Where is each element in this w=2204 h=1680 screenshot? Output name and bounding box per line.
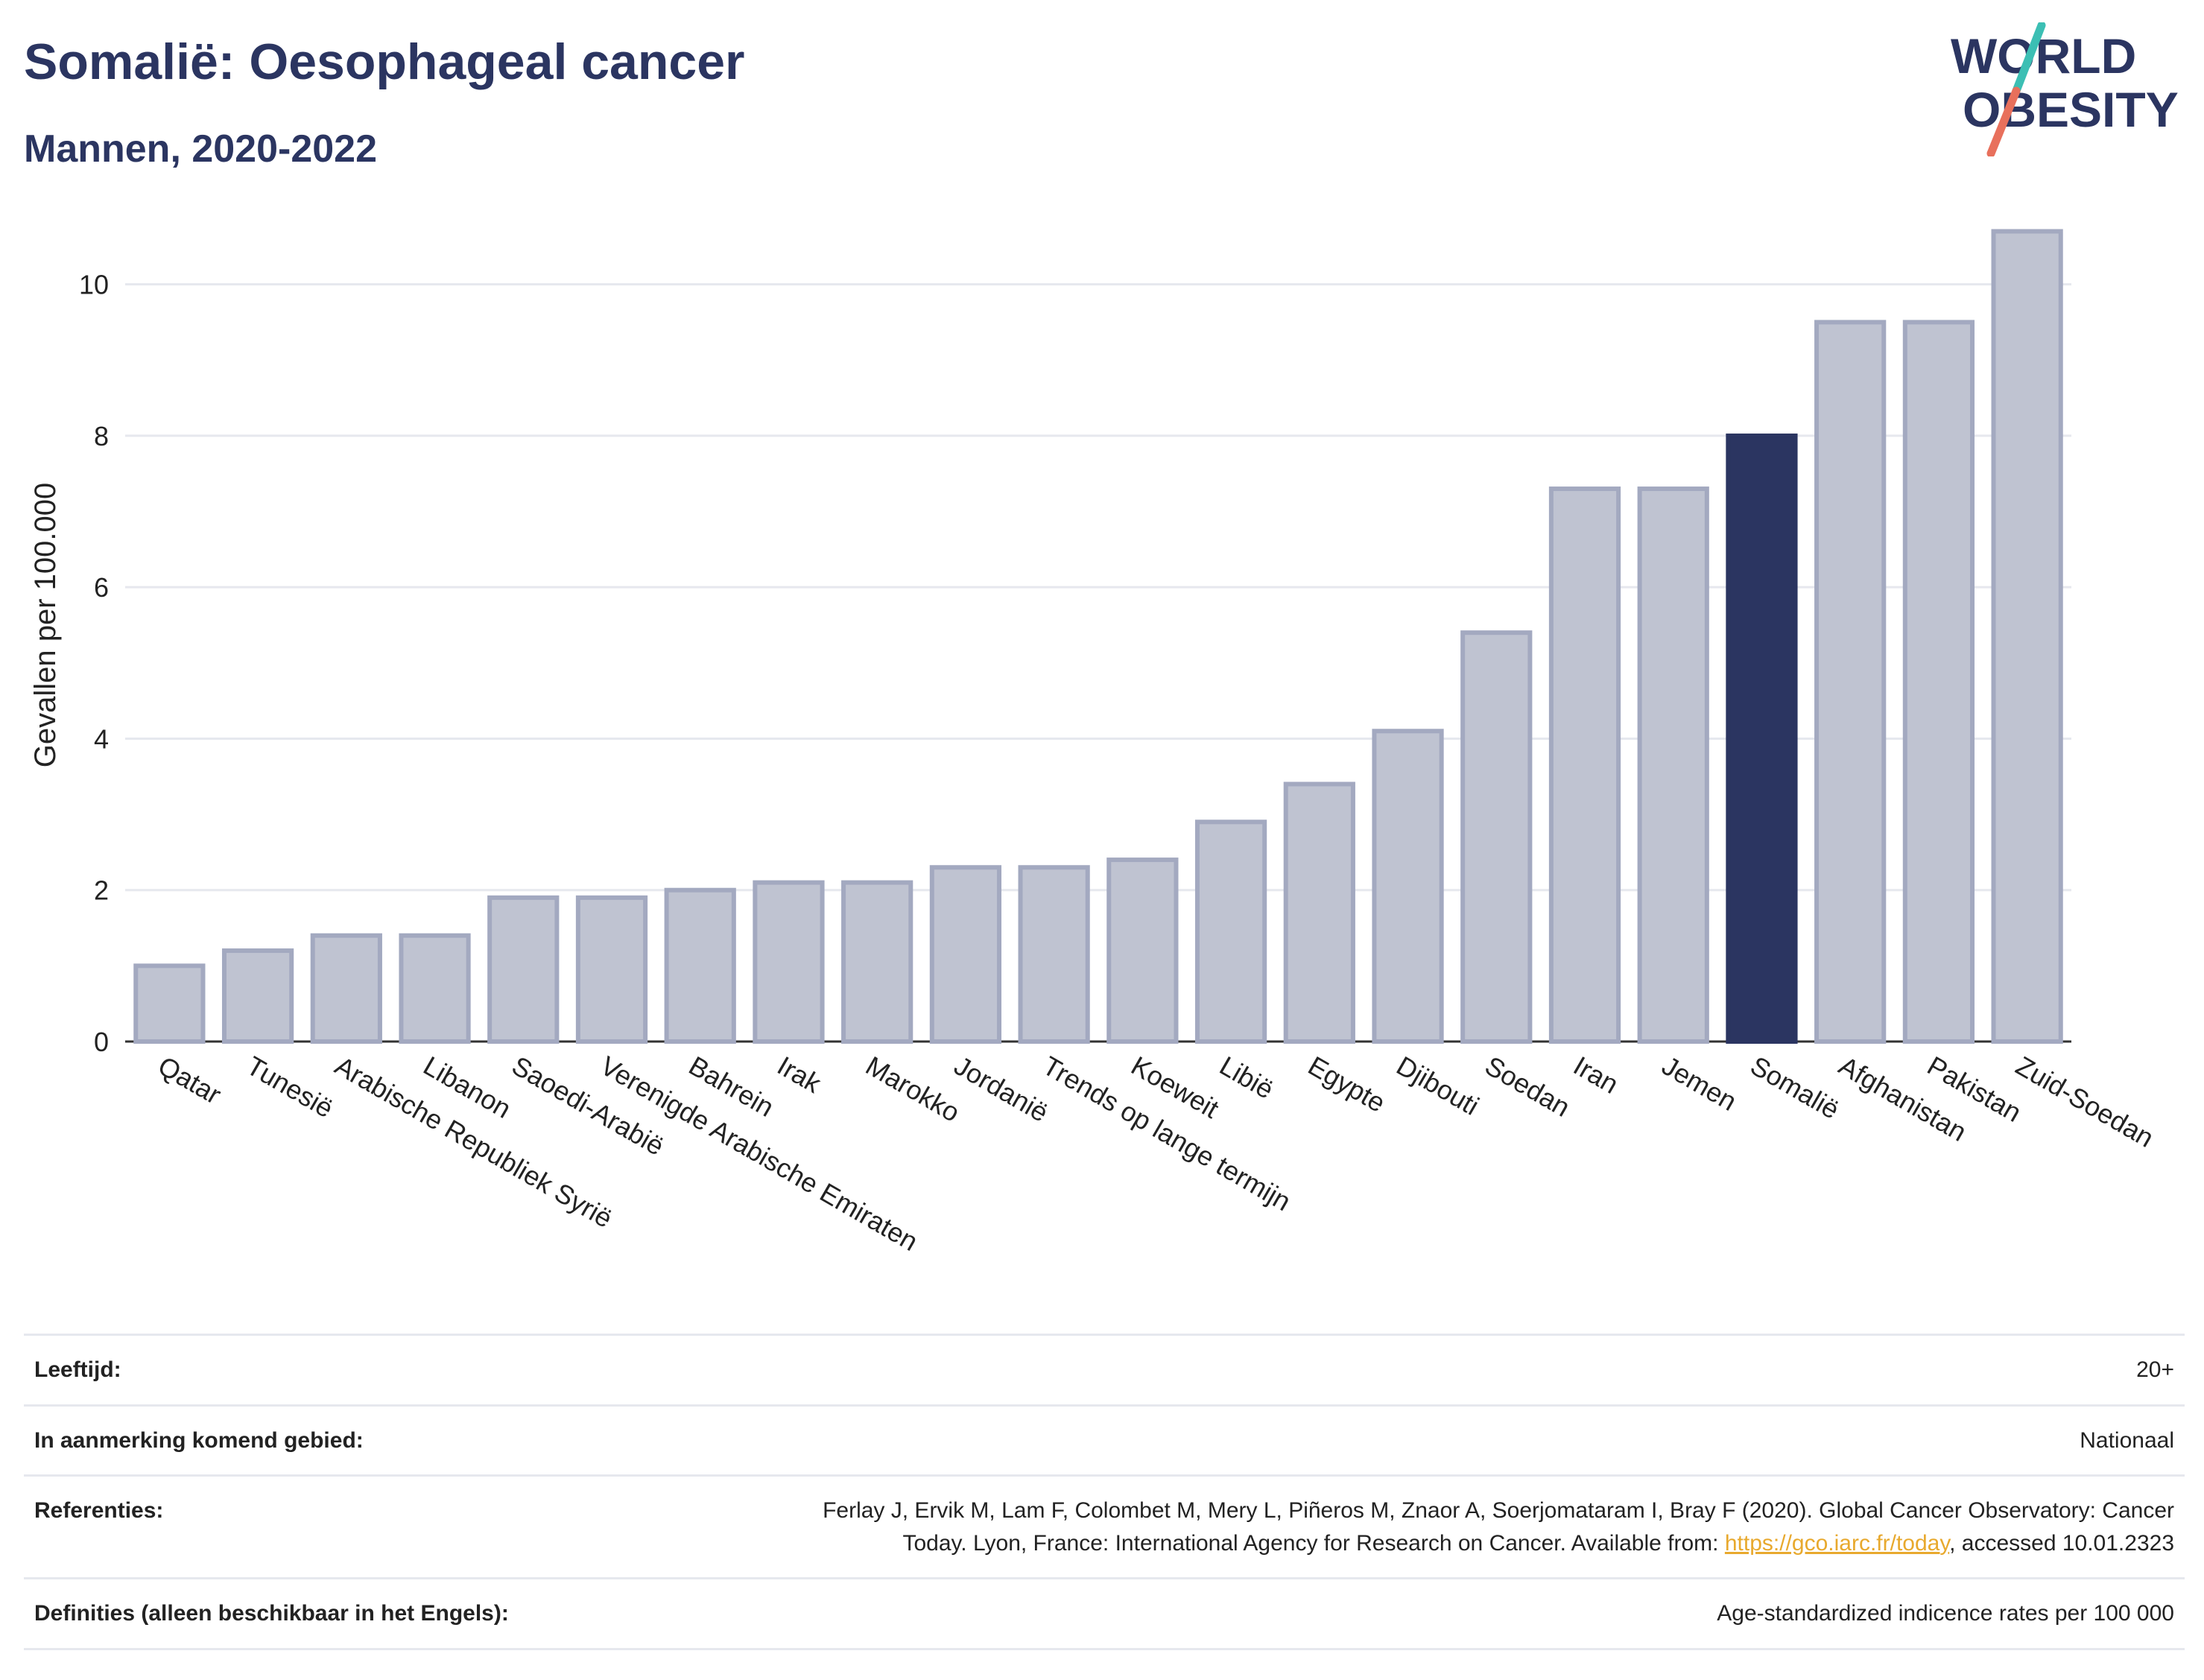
y-tick-label: 6 — [94, 572, 109, 603]
x-tick-label: Marokko — [861, 1050, 965, 1128]
bar — [133, 963, 206, 1045]
x-tick-label: Jordanië — [949, 1050, 1054, 1128]
meta-value-age: 20+ — [2136, 1357, 2174, 1382]
meta-row-definitions: Definities (alleen beschikbaar in het En… — [24, 1578, 2185, 1649]
bar — [1194, 820, 1267, 1044]
y-tick-label: 4 — [94, 723, 109, 754]
x-tick-label: Saoedi-Arabië — [507, 1050, 669, 1161]
logo-slash-coral — [1986, 86, 2021, 156]
y-axis-title: Gevallen per 100.000 — [29, 483, 62, 768]
bar — [221, 948, 294, 1045]
bar — [399, 933, 471, 1045]
reference-text-line1: Ferlay J, Ervik M, Lam F, Colombet M, Me… — [823, 1498, 2174, 1523]
bar — [929, 865, 1002, 1045]
reference-text-accessed: , accessed 10.01.2323 — [1949, 1530, 2174, 1556]
bar — [841, 880, 913, 1045]
x-tick-label: Zuid-Soedan — [2011, 1050, 2159, 1153]
meta-value-definitions: Age-standardized indicence rates per 100… — [1717, 1601, 2174, 1626]
x-tick-label: Qatar — [153, 1050, 226, 1110]
bar — [753, 880, 825, 1045]
x-tick-label: Djibouti — [1392, 1050, 1484, 1121]
bar — [1018, 865, 1090, 1045]
meta-row-references: Referenties: Ferlay J, Ervik M, Lam F, C… — [24, 1475, 2185, 1579]
logo-slash-teal — [2012, 22, 2046, 95]
y-tick-label: 8 — [94, 421, 109, 451]
bar — [310, 933, 382, 1045]
bar — [1460, 630, 1533, 1044]
meta-row-area: In aanmerking komend gebied: Nationaal — [24, 1405, 2185, 1476]
x-tick-label: Tunesië — [241, 1050, 338, 1123]
bar — [664, 887, 736, 1045]
meta-value-area: Nationaal — [2080, 1427, 2174, 1453]
y-tick-label: 10 — [79, 270, 109, 300]
bar — [1106, 858, 1179, 1045]
chart-subtitle: Mannen, 2020-2022 — [24, 127, 378, 171]
bar-highlight — [1726, 433, 1798, 1044]
bar — [487, 895, 560, 1045]
y-tick-label: 2 — [94, 875, 109, 906]
y-tick-label: 0 — [94, 1027, 109, 1057]
meta-row-age: Leeftijd: 20+ — [24, 1334, 2185, 1405]
x-tick-label: Libië — [1215, 1050, 1279, 1105]
x-tick-label: Soedan — [1480, 1050, 1575, 1123]
bar — [1637, 486, 1709, 1044]
bar — [1814, 320, 1887, 1045]
bar — [1283, 782, 1355, 1044]
chart-title: Somalië: Oesophageal cancer — [24, 34, 745, 90]
reference-link[interactable]: https://gco.iarc.fr/today — [1724, 1530, 1950, 1556]
x-tick-label: Jemen — [1657, 1050, 1742, 1117]
meta-value-references: Ferlay J, Ervik M, Lam F, Colombet M, Me… — [522, 1476, 2185, 1579]
metadata-table: Leeftijd: 20+ In aanmerking komend gebie… — [24, 1334, 2185, 1650]
logo-line2: OBESITY — [1963, 82, 2179, 137]
meta-key-definitions: Definities (alleen beschikbaar in het En… — [34, 1601, 509, 1626]
x-tick-label: Iran — [1568, 1050, 1624, 1100]
bar — [1548, 486, 1621, 1044]
world-obesity-logo: WORLD OBESITY — [1951, 22, 2179, 156]
meta-key-references: Referenties: — [34, 1498, 164, 1523]
bar — [575, 895, 648, 1045]
x-tick-label: Somalië — [1745, 1050, 1844, 1125]
x-tick-label: Irak — [772, 1050, 826, 1099]
meta-key-age: Leeftijd: — [34, 1357, 121, 1382]
bar — [1902, 320, 1975, 1045]
logo-line1: WORLD — [1951, 28, 2136, 83]
reference-text-line2: Today. Lyon, France: International Agenc… — [902, 1530, 1725, 1556]
meta-key-area: In aanmerking komend gebied: — [34, 1427, 364, 1453]
x-tick-label: Egypte — [1303, 1050, 1391, 1118]
bar — [1991, 229, 2063, 1044]
bars — [133, 229, 2063, 1045]
y-tick-labels: 0 2 4 6 8 10 — [79, 270, 109, 1057]
bar — [1372, 729, 1444, 1044]
